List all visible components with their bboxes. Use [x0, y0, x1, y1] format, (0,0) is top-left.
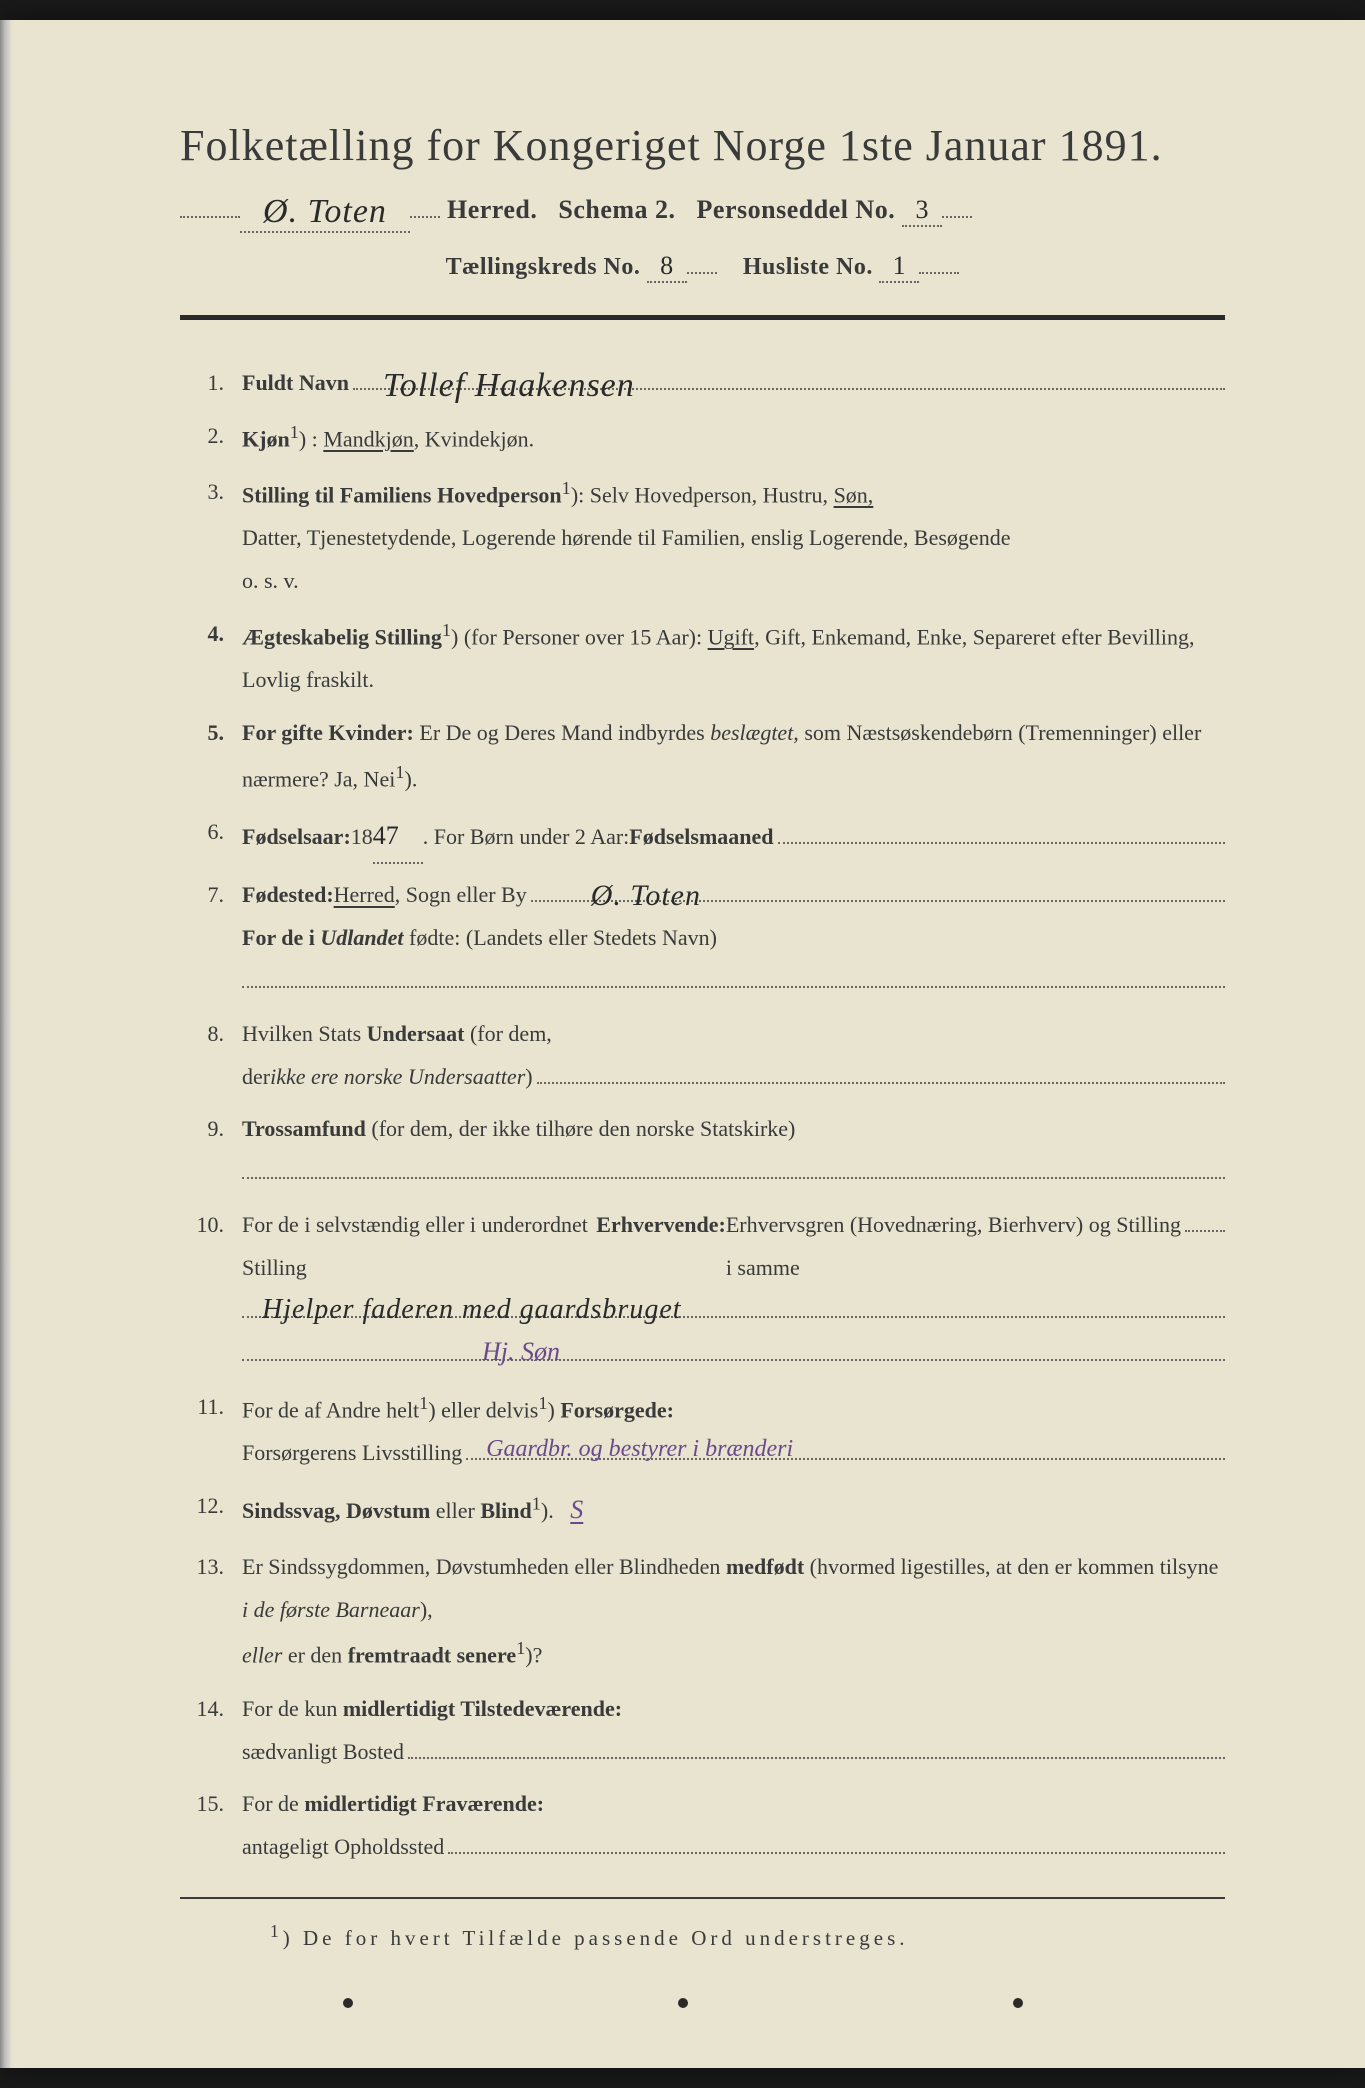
q6-num: 6.: [180, 811, 242, 854]
q2-label: Kjøn: [242, 426, 290, 451]
q2-opt2: Kvindekjøn.: [425, 426, 534, 451]
q14-label: midlertidigt Tilstedeværende:: [343, 1696, 622, 1721]
q13-label: medfødt: [726, 1554, 804, 1579]
row-15: 15. For de midlertidigt Fraværende: anta…: [180, 1783, 1225, 1869]
q5-label: For gifte Kvinder:: [242, 720, 414, 745]
q3-label: Stilling til Familiens Hovedperson: [242, 482, 562, 507]
husliste-label: Husliste No.: [743, 254, 873, 280]
q3-text2: Datter, Tjenestetydende, Logerende høren…: [242, 525, 1010, 550]
q11-num: 11.: [180, 1386, 242, 1429]
q1-label: Fuldt Navn: [242, 362, 349, 405]
q3-son: Søn,: [834, 482, 874, 507]
q11-value: Gaardbr. og bestyrer i brænderi: [486, 1426, 793, 1473]
row-14: 14. For de kun midlertidigt Tilstedevære…: [180, 1688, 1225, 1774]
row-13: 13. Er Sindssygdommen, Døvstumheden elle…: [180, 1546, 1225, 1678]
q10-label: Erhvervende:: [596, 1204, 726, 1247]
dot-icon: [678, 1998, 688, 2008]
row-7: 7. Fødested: Herred, Sogn eller By Ø. To…: [180, 874, 1225, 1003]
q15-num: 15.: [180, 1783, 242, 1826]
q3-num: 3.: [180, 471, 242, 514]
form-header: Folketælling for Kongeriget Norge 1ste J…: [180, 120, 1225, 283]
q8-label: Undersaat: [367, 1021, 465, 1046]
row-12: 12. Sindssvag, Døvstum eller Blind1). S: [180, 1485, 1225, 1536]
q1-num: 1.: [180, 362, 242, 405]
footnote-text: ) De for hvert Tilfælde passende Ord und…: [283, 1926, 909, 1950]
q9-num: 9.: [180, 1108, 242, 1151]
q4-label: Ægteskabelig Stilling: [242, 624, 442, 649]
q12-num: 12.: [180, 1485, 242, 1528]
q10-num: 10.: [180, 1204, 242, 1247]
q10-value1: Hjelper faderen med gaardsbruget: [262, 1283, 682, 1338]
footnote: 1) De for hvert Tilfælde passende Ord un…: [180, 1921, 1225, 1951]
herred-label: Herred.: [447, 195, 537, 224]
personseddel-no: 3: [902, 195, 942, 227]
row-3: 3. Stilling til Familiens Hovedperson1):…: [180, 471, 1225, 603]
binding-dots: [0, 1998, 1365, 2008]
schema-label: Schema 2.: [558, 195, 675, 224]
q6-label2: Fødselsmaaned: [629, 816, 773, 859]
herred-value: Ø. Toten: [240, 193, 410, 233]
q6-year: 47: [373, 811, 423, 864]
row-1: 1. Fuldt Navn Tollef Haakensen: [180, 362, 1225, 405]
taellingskreds-no: 8: [647, 251, 687, 283]
census-form-page: Folketælling for Kongeriget Norge 1ste J…: [0, 20, 1365, 2068]
q3-text3: o. s. v.: [242, 568, 299, 593]
subtitle-row-1: Ø. Toten Herred. Schema 2. Personseddel …: [180, 189, 1225, 229]
row-10: 10. For de i selvstændig eller i underor…: [180, 1204, 1225, 1376]
taellingskreds-label: Tællingskreds No.: [446, 254, 641, 280]
q14-num: 14.: [180, 1688, 242, 1731]
q13-num: 13.: [180, 1546, 242, 1589]
q9-label: Trossamfund: [242, 1116, 366, 1141]
q15-label: midlertidigt Fraværende:: [304, 1791, 544, 1816]
q10-value2: Hj. Søn: [482, 1327, 560, 1378]
form-body: 1. Fuldt Navn Tollef Haakensen 2. Kjøn1)…: [180, 362, 1225, 1869]
q2-opt1: Mandkjøn: [323, 426, 413, 451]
q2-num: 2.: [180, 415, 242, 458]
row-6: 6. Fødselsaar: 1847. For Børn under 2 Aa…: [180, 811, 1225, 864]
q7-value: Ø. Toten: [591, 867, 701, 926]
row-4: 4. Ægteskabelig Stilling1) (for Personer…: [180, 613, 1225, 702]
q7-num: 7.: [180, 874, 242, 917]
q12-label: Sindssvag, Døvstum: [242, 1498, 430, 1523]
husliste-no: 1: [879, 251, 919, 283]
q11-label: Forsørgede:: [560, 1397, 674, 1422]
subtitle-row-2: Tællingskreds No. 8 Husliste No. 1: [180, 251, 1225, 283]
personseddel-label: Personseddel No.: [697, 195, 896, 224]
row-9: 9. Trossamfund (for dem, der ikke tilhør…: [180, 1108, 1225, 1194]
q5-num: 5.: [180, 712, 242, 755]
divider-thick: [180, 315, 1225, 320]
main-title: Folketælling for Kongeriget Norge 1ste J…: [180, 120, 1225, 171]
q6-label: Fødselsaar:: [242, 816, 351, 859]
divider-thin: [180, 1897, 1225, 1899]
row-2: 2. Kjøn1) : Mandkjøn, Kvindekjøn.: [180, 415, 1225, 461]
q8-num: 8.: [180, 1013, 242, 1056]
row-8: 8. Hvilken Stats Undersaat (for dem, der…: [180, 1013, 1225, 1099]
dot-icon: [1013, 1998, 1023, 2008]
q4-num: 4.: [180, 613, 242, 656]
q12-value: S: [570, 1495, 583, 1524]
dot-icon: [343, 1998, 353, 2008]
q4-ugift: Ugift: [708, 624, 754, 649]
row-11: 11. For de af Andre helt1) eller delvis1…: [180, 1386, 1225, 1475]
row-5: 5. For gifte Kvinder: Er De og Deres Man…: [180, 712, 1225, 801]
q7-label: Fødested:: [242, 874, 334, 917]
q1-value: Tollef Haakensen: [383, 353, 635, 419]
